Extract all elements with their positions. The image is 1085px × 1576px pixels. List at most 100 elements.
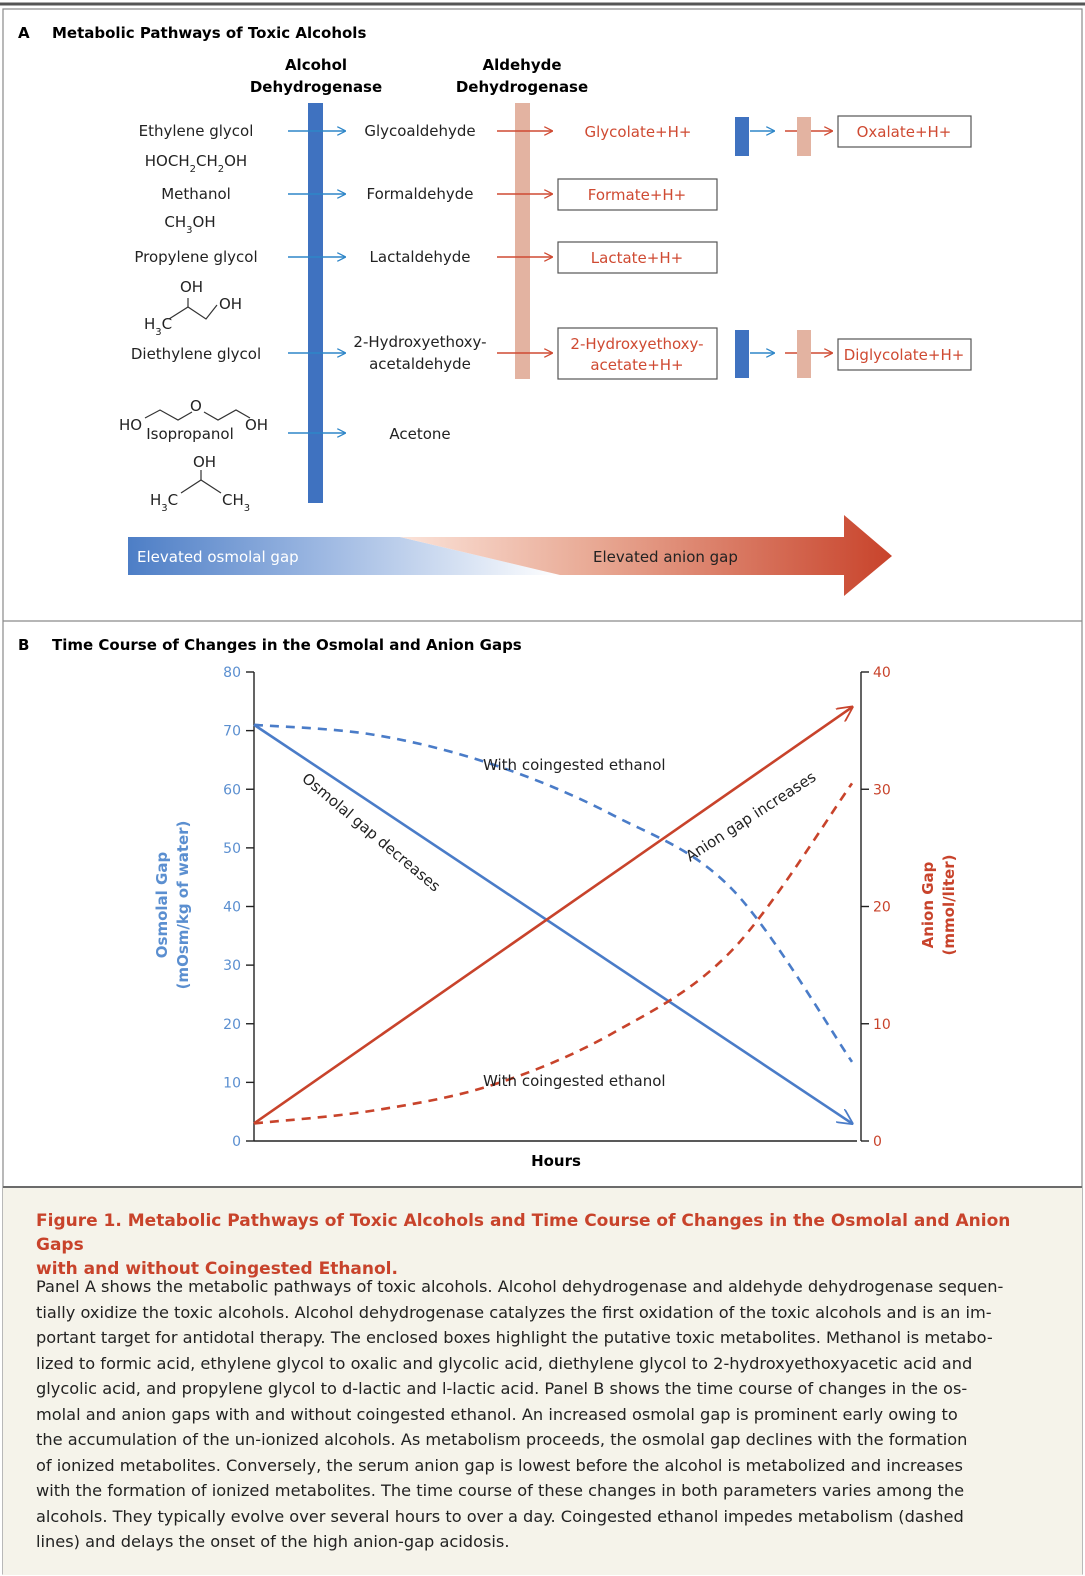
left-tick-label: 70 bbox=[223, 724, 241, 740]
panel-b-letter: B bbox=[18, 636, 29, 654]
right-tick-label: 40 bbox=[873, 665, 891, 681]
caption-line: Panel A shows the metabolic pathways of … bbox=[36, 1277, 1004, 1296]
h3c-label: H3C bbox=[150, 491, 178, 514]
alcohol-name: Diethylene glycol bbox=[131, 345, 261, 363]
adh-small-bar bbox=[735, 117, 749, 156]
formula-ethylene-glycol: HOCH2CH2OH bbox=[145, 152, 247, 175]
svg-text:OH: OH bbox=[180, 278, 203, 296]
left-axis-label-line2: (mOsm/kg of water) bbox=[174, 821, 192, 990]
annotation-ethanol-top: With coingested ethanol bbox=[483, 756, 666, 774]
right-tick-label: 30 bbox=[873, 782, 891, 798]
adh-bar bbox=[308, 103, 323, 503]
toxic-box bbox=[557, 241, 718, 274]
product-glycolate: Glycolate+H+ bbox=[585, 123, 692, 141]
left-tick-label: 20 bbox=[223, 1017, 241, 1033]
left-tick-label: 0 bbox=[232, 1134, 241, 1150]
ch3-label: CH3 bbox=[222, 491, 250, 514]
adh-label-line1: Alcohol bbox=[285, 56, 347, 74]
structure-isopropanol: OH H3C CH3 bbox=[150, 453, 250, 514]
product-hea-line1: 2-Hydroxyethoxy- bbox=[570, 335, 703, 353]
aldehyde-name: 2-Hydroxyethoxy- bbox=[353, 333, 486, 351]
left-ticks: 0 10 20 30 40 50 60 70 80 bbox=[223, 665, 254, 1150]
caption-line: with the formation of ionized metabolite… bbox=[36, 1481, 965, 1500]
right-ticks: 0 10 20 30 40 bbox=[861, 665, 891, 1150]
svg-text:O: O bbox=[190, 397, 202, 415]
svg-text:OH: OH bbox=[219, 295, 242, 313]
caption-title-line: with and without Coingested Ethanol. bbox=[36, 1259, 398, 1279]
svg-text:OH: OH bbox=[193, 453, 216, 471]
adh-label-line2: Dehydrogenase bbox=[250, 78, 382, 96]
left-tick-label: 10 bbox=[223, 1075, 241, 1091]
right-axis-label-line1: Anion Gap bbox=[919, 861, 937, 948]
aldehyde-name: Lactaldehyde bbox=[370, 248, 471, 266]
panel-a-letter: A bbox=[18, 24, 30, 42]
structure-propylene-glycol: OH OH H3C bbox=[144, 278, 242, 338]
product-lactate: Lactate+H+ bbox=[591, 249, 683, 267]
product-oxalate: Oxalate+H+ bbox=[857, 123, 952, 141]
caption-line: of ionized metabolites. Conversely, the … bbox=[36, 1455, 963, 1475]
anion-gap-solid-line bbox=[253, 707, 852, 1125]
right-tick-label: 0 bbox=[873, 1134, 882, 1150]
annotation-anion-increases: Anion gap increases bbox=[682, 768, 819, 866]
aldehyde-name: Glycoaldehyde bbox=[364, 122, 475, 140]
adh-small-bar bbox=[735, 330, 749, 378]
gradient-left-label: Elevated osmolal gap bbox=[137, 548, 299, 566]
caption-line: glycolic acid, and propylene glycol to d… bbox=[36, 1379, 968, 1398]
caption-line: molal and anion gaps with and without co… bbox=[36, 1404, 958, 1424]
left-axis-label-line1: Osmolal Gap bbox=[153, 852, 171, 959]
caption-line: alcohols. They typically evolve over sev… bbox=[36, 1506, 964, 1526]
left-tick-label: 40 bbox=[223, 900, 241, 916]
right-tick-label: 10 bbox=[873, 1017, 891, 1033]
adh-arrows bbox=[288, 131, 345, 433]
caption-line: lized to formic acid, ethylene glycol to… bbox=[36, 1353, 973, 1373]
caption-title: Figure 1. Metabolic Pathways of Toxic Al… bbox=[36, 1209, 1036, 1281]
panel-b-title: Time Course of Changes in the Osmolal an… bbox=[52, 636, 522, 654]
gradient-right-label: Elevated anion gap bbox=[593, 548, 738, 566]
annotation-ethanol-bottom: With coingested ethanol bbox=[483, 1072, 666, 1090]
panel-a: A Metabolic Pathways of Toxic Alcohols A… bbox=[18, 24, 972, 596]
aldh-arrows bbox=[497, 131, 832, 353]
aldehyde-name: Formaldehyde bbox=[366, 185, 473, 203]
aldehyde-name: Acetone bbox=[389, 425, 450, 443]
structure-diethylene-glycol: HO O OH bbox=[119, 397, 268, 434]
figure-caption: Figure 1. Metabolic Pathways of Toxic Al… bbox=[3, 1186, 1082, 1575]
toxic-box bbox=[837, 338, 972, 371]
caption-title-line: Figure 1. Metabolic Pathways of Toxic Al… bbox=[36, 1211, 1011, 1255]
h3c-label: H3C bbox=[144, 315, 172, 338]
osmolal-gap-solid-line bbox=[253, 723, 852, 1124]
aldehyde-name: acetaldehyde bbox=[369, 355, 471, 373]
product-hea-line2: acetate+H+ bbox=[590, 356, 683, 374]
left-tick-label: 80 bbox=[223, 665, 241, 681]
right-tick-label: 20 bbox=[873, 900, 891, 916]
aldh-small-bar bbox=[797, 117, 811, 156]
gap-gradient-arrow: Elevated osmolal gap Elevated anion gap bbox=[128, 515, 892, 596]
toxic-box bbox=[557, 327, 718, 380]
product-formate: Formate+H+ bbox=[588, 186, 687, 204]
aldh-bar bbox=[515, 103, 530, 379]
svg-text:OH: OH bbox=[245, 416, 268, 434]
caption-line: tially oxidize the toxic alcohols. Alcoh… bbox=[36, 1302, 992, 1322]
caption-line: the accumulation of the un-ionized alcoh… bbox=[36, 1430, 968, 1449]
caption-line: portant target for antidotal therapy. Th… bbox=[36, 1328, 993, 1347]
alcohol-name: Propylene glycol bbox=[134, 248, 257, 266]
toxic-box bbox=[557, 178, 718, 211]
panel-b: B Time Course of Changes in the Osmolal … bbox=[18, 636, 958, 1170]
anion-gap-dashed-line bbox=[253, 782, 854, 1125]
caption-line: lines) and delays the onset of the high … bbox=[36, 1532, 510, 1551]
x-axis-label: Hours bbox=[531, 1152, 581, 1170]
left-tick-label: 60 bbox=[223, 782, 241, 798]
aldh-small-bar bbox=[797, 330, 811, 378]
series-layer bbox=[253, 707, 854, 1125]
left-tick-label: 50 bbox=[223, 841, 241, 857]
caption-body: Panel A shows the metabolic pathways of … bbox=[36, 1274, 1051, 1555]
aldh-label-line1: Aldehyde bbox=[482, 56, 561, 74]
toxic-box bbox=[837, 115, 972, 148]
alcohol-name: Ethylene glycol bbox=[139, 122, 254, 140]
aldh-label-line2: Dehydrogenase bbox=[456, 78, 588, 96]
formula-methanol: CH3OH bbox=[164, 213, 215, 236]
right-axis-label-line2: (mmol/liter) bbox=[940, 855, 958, 956]
annotation-osm-decreases: Osmolal gap decreases bbox=[298, 769, 444, 895]
product-diglycolate: Diglycolate+H+ bbox=[844, 346, 965, 364]
alcohol-name: Methanol bbox=[161, 185, 231, 203]
